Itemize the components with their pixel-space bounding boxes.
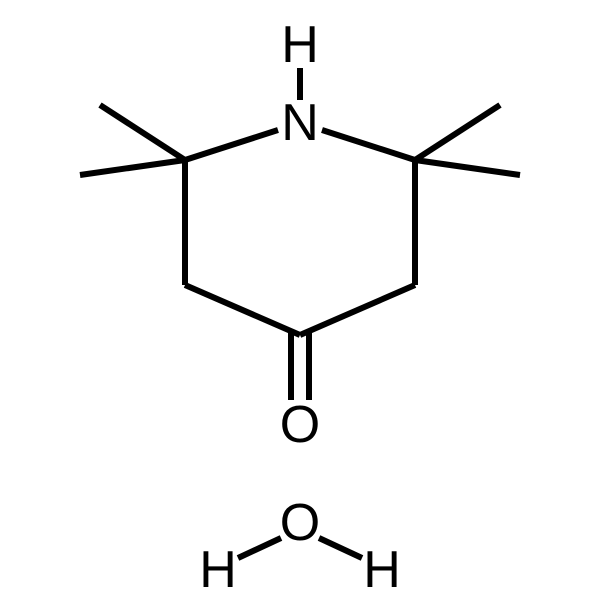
atom-label-O_bot: O — [280, 494, 320, 552]
atom-label-H_bl: H — [199, 541, 237, 599]
atom-label-O_mid: O — [280, 396, 320, 454]
atom-label-H_top: H — [281, 16, 319, 74]
atom-label-H_br: H — [363, 541, 401, 599]
molecule-diagram: HNOOHH — [0, 0, 600, 600]
atom-label-N: N — [281, 94, 319, 152]
